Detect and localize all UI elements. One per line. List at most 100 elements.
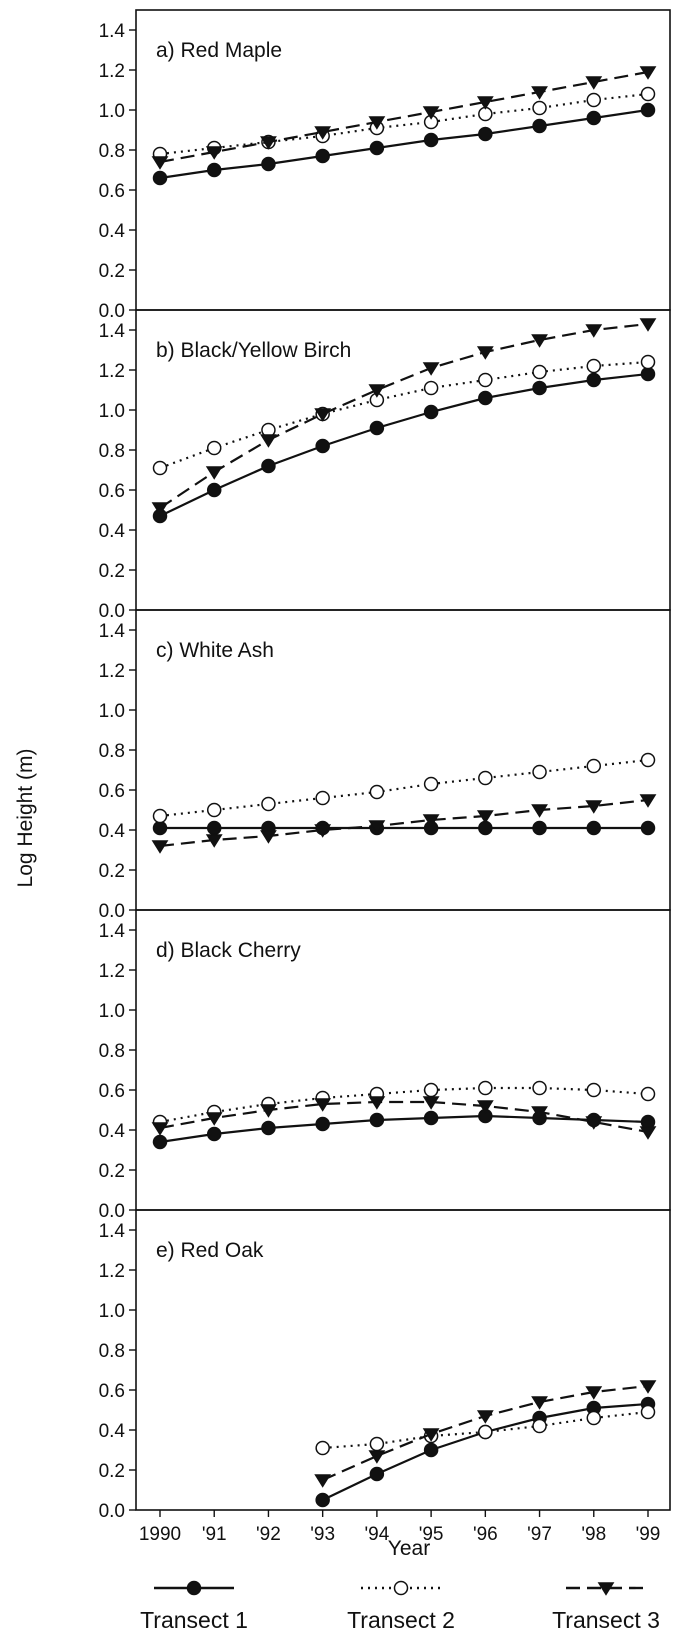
y-tick-label: 0.0 [99,301,125,322]
data-point [152,170,168,186]
data-point [369,1436,385,1452]
series-line [159,322,649,509]
panel-title: c) White Ash [156,639,274,662]
data-point [640,1404,656,1420]
data-point [640,820,656,836]
data-point [260,1104,277,1118]
legend-label: Transect 1 [140,1607,248,1633]
data-point [261,1120,276,1136]
panel-3: 0.0 0.2 0.4 0.6 0.8 1.0 1.2 1.4 c) White Ash [99,609,671,922]
data-point [586,92,602,108]
data-point [422,106,440,120]
data-point [423,380,439,396]
y-tick-label: 1.4 [99,321,126,342]
series-3 [151,318,657,516]
legend-marker [393,1580,409,1596]
data-point [423,132,439,148]
panel-title: e) Red Oak [156,1239,264,1262]
y-tick-label: 0.2 [99,261,125,282]
data-point [585,800,603,814]
x-axis-ticks: 1990 '91 '92 '93 '94 '95 '96 '97 '98 '99 [139,1510,661,1545]
panel-2: 0.0 0.2 0.4 0.6 0.8 1.0 1.2 1.4 b) Black/Yellow … [99,309,671,622]
y-tick-label: 1.0 [99,1301,125,1322]
data-point [261,156,276,172]
y-tick-label: 0.6 [99,1381,125,1402]
data-point [151,156,169,170]
data-point [369,140,385,156]
data-point [423,1082,439,1098]
data-point [368,1096,386,1110]
series-line [159,372,649,517]
data-point [423,776,439,792]
data-point [531,334,548,348]
data-point [315,790,330,806]
y-tick-label: 0.2 [99,561,125,582]
y-tick-label: 0.2 [99,1161,125,1182]
data-point [640,366,656,382]
data-point [314,824,332,838]
y-tick-label: 1.2 [99,61,125,82]
data-point [314,1098,332,1112]
x-tick-label: '99 [636,1524,661,1545]
data-point [369,420,385,436]
data-point [422,1428,440,1442]
x-tick-label: '91 [202,1524,227,1545]
panels: 0.00.20.40.60.81.01.21.4a) Red Maple0.00… [99,9,671,1522]
data-point [640,1086,656,1102]
data-point [314,126,332,140]
data-point [586,758,602,774]
data-point [314,408,332,422]
data-point [369,1112,385,1128]
data-point [151,502,169,516]
y-tick-label: 0.4 [99,1121,126,1142]
data-point [640,752,656,768]
series-line [159,1100,649,1134]
data-point [586,110,602,126]
series-line [159,798,649,848]
data-point [422,1096,440,1110]
legend-entry-1: Transect 1 [140,1580,248,1633]
data-point [476,346,494,360]
y-tick-label: 1.2 [99,961,125,982]
data-point [315,1116,330,1132]
data-point [368,1450,386,1464]
data-point [532,118,547,134]
data-point [315,1492,330,1508]
data-point [586,1082,602,1098]
data-point [532,1080,547,1096]
data-point [423,1110,439,1126]
panel-frame [135,1209,671,1511]
data-point [423,1442,439,1458]
y-tick-label: 0.0 [99,1201,125,1222]
data-point [422,814,440,828]
data-point [369,784,385,800]
legend-entry-3: Transect 3 [552,1582,660,1633]
data-point [260,136,277,150]
x-tick-label: '98 [581,1524,606,1545]
data-point [585,324,603,338]
data-point [152,460,168,476]
series-3 [151,1096,657,1140]
data-point [206,1126,222,1142]
data-point [532,820,547,836]
series-line [159,92,649,156]
panel-title: d) Black Cherry [156,939,301,962]
data-point [315,1440,330,1456]
data-point [476,810,494,824]
x-tick-label: 1990 [139,1524,181,1545]
y-tick-label: 1.4 [99,1221,126,1242]
y-tick-label: 1.0 [99,701,125,722]
panel-title: a) Red Maple [156,39,282,62]
data-point [586,820,602,836]
data-point [639,66,657,80]
x-tick-label: '95 [419,1524,444,1545]
y-tick-label: 1.2 [99,661,125,682]
data-point [532,100,547,116]
series-3 [151,66,657,170]
data-point [422,362,440,376]
data-point [476,96,494,110]
panel-4: 0.0 0.2 0.4 0.6 0.8 1.0 1.2 1.4 d) Black Cherry [99,909,671,1222]
data-point [640,354,656,370]
y-tick-label: 1.0 [99,401,125,422]
